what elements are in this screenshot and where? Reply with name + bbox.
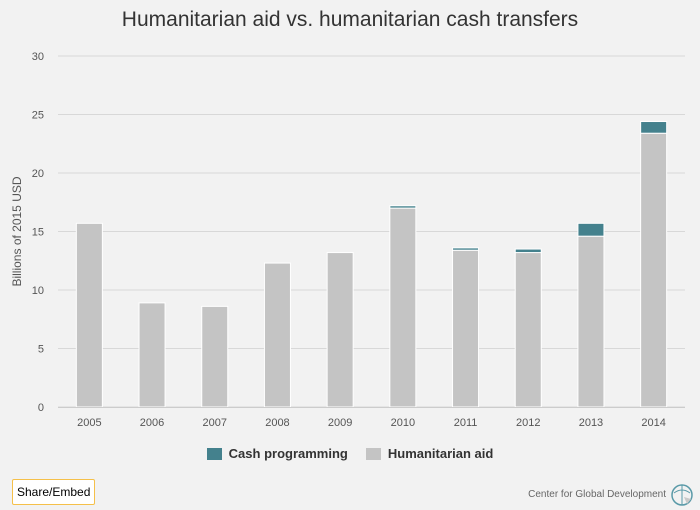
x-tick-label: 2006 — [140, 417, 164, 429]
x-tick-label: 2010 — [391, 417, 415, 429]
legend: Cash programming Humanitarian aid — [0, 446, 700, 461]
share-embed-button[interactable]: Share/Embed — [12, 479, 96, 505]
x-tick-label: 2012 — [516, 417, 540, 429]
y-tick-label: 30 — [32, 51, 44, 63]
bar-humanitarian-2009 — [326, 252, 354, 408]
bar-cash-2011 — [452, 247, 480, 251]
legend-item-cash[interactable]: Cash programming — [206, 446, 348, 461]
chart-title: Humanitarian aid vs. humanitarian cash t… — [121, 8, 579, 31]
bar-cash-2010 — [389, 205, 417, 209]
bar-humanitarian-2013 — [577, 235, 605, 408]
bar-humanitarian-2012 — [514, 252, 542, 408]
y-tick-label: 5 — [38, 344, 44, 356]
y-tick-label: 10 — [32, 285, 44, 297]
bar-humanitarian-2014 — [640, 132, 668, 408]
y-tick-label: 0 — [38, 402, 44, 414]
bar-humanitarian-2010 — [389, 207, 417, 408]
chart-svg: 0 5 10 15 20 25 30 Billions of 2015 USD 2005 2006… — [10, 51, 685, 429]
y-tick-label: 15 — [32, 227, 44, 239]
x-tick-label: 2013 — [579, 417, 603, 429]
legend-swatch-cash — [206, 447, 222, 460]
bar-humanitarian-2006 — [138, 302, 166, 408]
x-tick-label: 2011 — [454, 417, 478, 429]
x-tick-label: 2008 — [265, 417, 289, 429]
bar-cash-2014 — [640, 121, 668, 134]
credit-text: Center for Global Development — [528, 489, 666, 500]
x-tick-label: 2005 — [77, 417, 101, 429]
bar-humanitarian-2008 — [263, 262, 291, 408]
y-tick-label: 20 — [32, 168, 44, 180]
bar-humanitarian-2005 — [75, 222, 103, 408]
bar-humanitarian-2007 — [201, 305, 229, 408]
legend-label-cash: Cash programming — [228, 446, 348, 461]
bar-cash-2012 — [514, 248, 542, 254]
x-tick-label: 2007 — [203, 417, 227, 429]
legend-label-humanitarian: Humanitarian aid — [387, 446, 494, 461]
x-tick-label: 2009 — [328, 417, 352, 429]
y-tick-label: 25 — [32, 110, 44, 122]
bar-humanitarian-2011 — [452, 249, 480, 408]
legend-item-humanitarian[interactable]: Humanitarian aid — [365, 446, 494, 461]
globe-logo-icon — [671, 484, 693, 506]
bar-cash-2013 — [577, 222, 605, 237]
y-axis-label: Billions of 2015 USD — [10, 176, 24, 286]
x-tick-label: 2014 — [641, 417, 665, 429]
legend-swatch-humanitarian — [365, 447, 381, 460]
